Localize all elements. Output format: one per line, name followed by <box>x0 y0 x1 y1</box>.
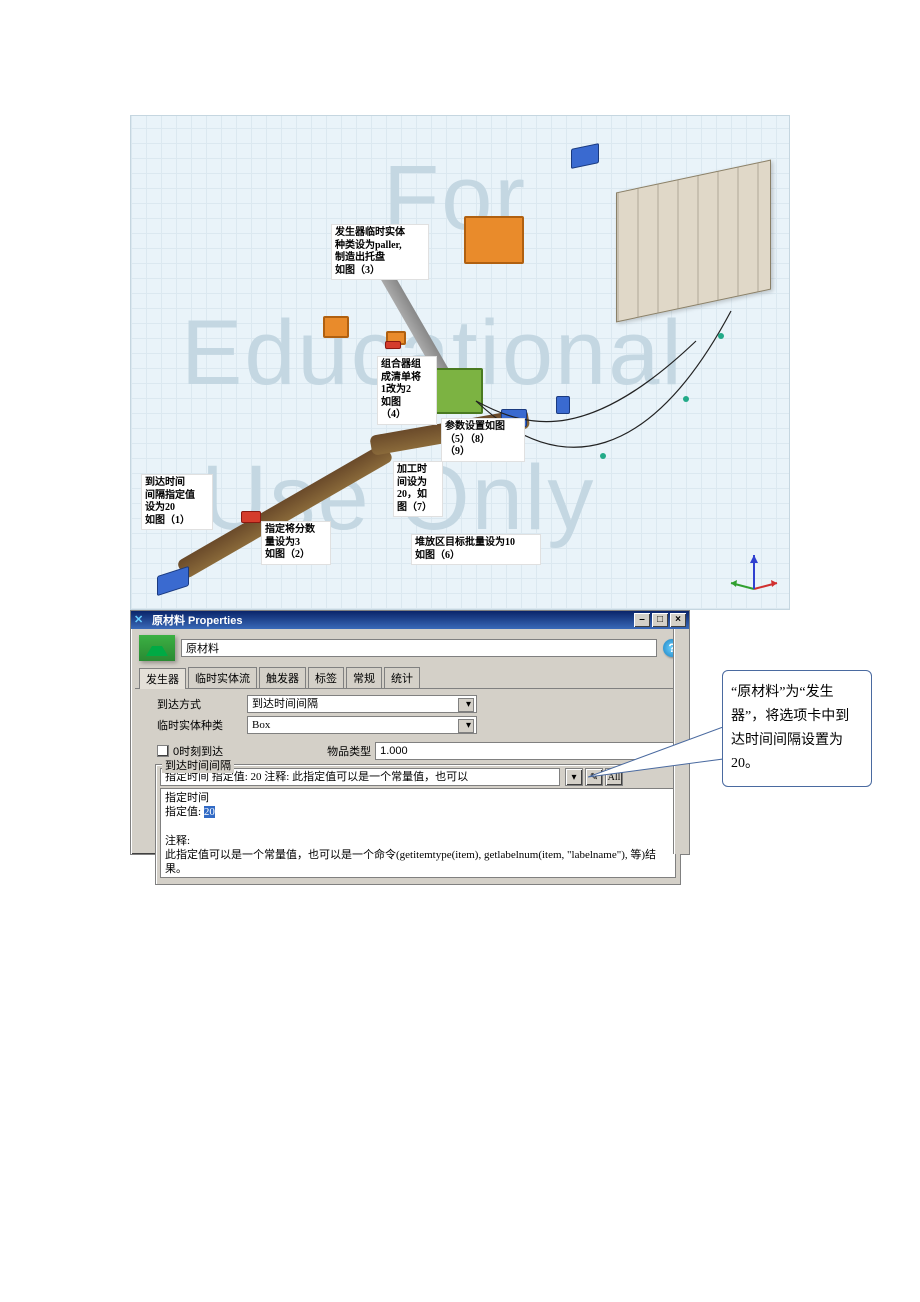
interval-groupbox-title: 到达时间间隔 <box>162 757 234 773</box>
truck-block <box>157 566 189 596</box>
arrival-mode-label: 到达方式 <box>139 696 247 712</box>
processor-block <box>464 216 524 264</box>
item-type-label: 物品类型 <box>327 743 371 759</box>
processor-block <box>323 316 349 338</box>
annotation-label-1: 到达时间 间隔指定值 设为20 如图（1） <box>141 474 213 530</box>
properties-title: 原材料 Properties <box>152 612 242 628</box>
annotation-label-2: 指定将分数 量设为3 如图（2） <box>261 521 331 565</box>
arrival-mode-dropdown[interactable]: 到达时间间隔 <box>247 695 477 713</box>
tab-source[interactable]: 发生器 <box>139 668 186 689</box>
minimize-button[interactable]: – <box>634 613 650 627</box>
arrive-time-zero-checkbox[interactable] <box>157 745 169 757</box>
object-name-input[interactable] <box>181 639 657 657</box>
annotation-label-4: 组合器组 成清单将 1改为2 如图 （4） <box>377 356 437 425</box>
tab-stats[interactable]: 统计 <box>384 667 420 688</box>
entity-type-label: 临时实体种类 <box>139 717 247 733</box>
annotation-label-6: 堆放区目标批量设为10 如图（6） <box>411 534 541 565</box>
forklift-block <box>571 143 599 169</box>
tab-labels[interactable]: 标签 <box>308 667 344 688</box>
annotation-label-3: 发生器临时实体 种类设为paller, 制造出托盘 如图（3） <box>331 224 429 280</box>
source-block <box>385 341 401 349</box>
tab-triggers[interactable]: 触发器 <box>259 667 306 688</box>
instruction-callout: “原材料”为“发生器”，将选项卡中到达时间间隔设置为 20。 <box>722 670 872 787</box>
source-block <box>241 511 261 523</box>
close-button[interactable]: × <box>670 613 686 627</box>
maximize-button[interactable]: □ <box>652 613 668 627</box>
entity-type-dropdown[interactable]: Box <box>247 716 477 734</box>
properties-tab-strip: 发生器 临时实体流 触发器 标签 常规 统计 <box>135 667 685 689</box>
tab-flow[interactable]: 临时实体流 <box>188 667 257 688</box>
annotation-label-5: 参数设置如图 （5）（8） （9） <box>441 418 525 462</box>
annotation-label-7: 加工时 间设为 20，如 图（7） <box>393 461 443 517</box>
model-3d-viewport[interactable]: For Educational Use Only 到达时间 间隔指定值 设为20… <box>130 115 790 610</box>
dropdown-arrow-button[interactable]: ▾ <box>565 768 583 786</box>
callout-pointer <box>588 727 738 807</box>
source-icon <box>139 635 175 661</box>
tab-general[interactable]: 常规 <box>346 667 382 688</box>
axis-gizmo <box>729 549 779 599</box>
window-icon: ✕ <box>134 613 148 627</box>
properties-titlebar[interactable]: ✕ 原材料 Properties – □ × <box>131 611 689 629</box>
travel-path <box>471 281 751 521</box>
